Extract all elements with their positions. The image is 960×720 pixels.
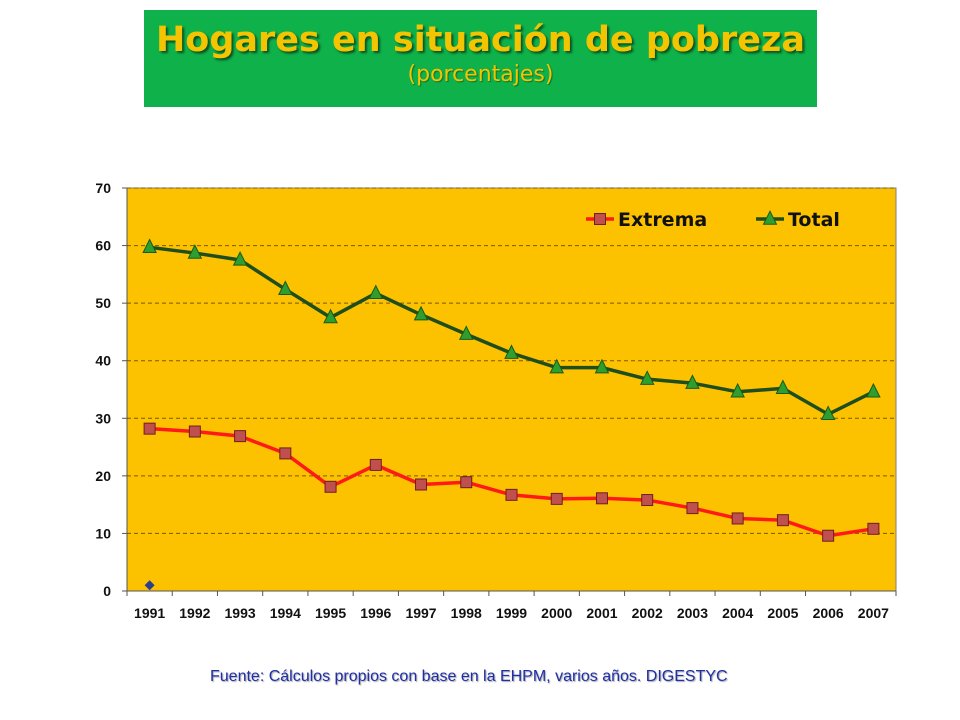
y-tick-label: 10 [95, 525, 111, 541]
y-tick-label: 50 [95, 295, 111, 311]
data-point-extrema [867, 522, 880, 535]
data-point-extrema [188, 425, 201, 438]
data-point-total [278, 280, 293, 296]
data-point-extrema [822, 529, 835, 542]
y-tick-label: 0 [103, 583, 111, 599]
legend-marker-total [762, 210, 778, 225]
y-tick-label: 30 [95, 410, 111, 426]
y-tick-label: 40 [95, 353, 111, 369]
x-tick-label: 2004 [722, 605, 753, 621]
data-point-extrema [369, 458, 382, 471]
x-tick-label: 1996 [360, 605, 391, 621]
data-point-total [458, 325, 474, 340]
chart-subtitle: (porcentajes) [407, 62, 554, 87]
y-tick-label: 60 [95, 238, 111, 254]
data-point-extrema [686, 502, 699, 515]
data-point-total [368, 284, 384, 300]
x-tick-label: 2002 [632, 605, 663, 621]
x-tick-label: 2003 [677, 605, 708, 621]
data-point-extrema [234, 430, 247, 443]
source-note: Fuente: Cálculos propios con base en la … [210, 668, 728, 685]
data-point-total [820, 405, 836, 420]
data-point-extrema [641, 494, 654, 507]
data-point-total [323, 308, 338, 324]
data-point-extrema [460, 476, 473, 489]
x-tick-label: 2001 [586, 605, 617, 621]
data-point-extrema [279, 447, 292, 460]
x-tick-label: 1994 [270, 605, 301, 621]
x-tick-label: 1993 [225, 605, 256, 621]
data-point-total [413, 305, 429, 321]
x-tick-label: 1991 [134, 605, 165, 621]
data-point-total [187, 244, 203, 259]
x-tick-label: 2005 [767, 605, 798, 621]
y-tick-label: 70 [95, 180, 111, 196]
data-point-total [866, 382, 881, 398]
stray-diamond-marker [144, 580, 155, 591]
data-point-total [594, 358, 610, 374]
legend-marker-extrema [594, 213, 606, 225]
data-point-total [504, 344, 519, 359]
data-point-extrema [550, 492, 563, 505]
x-tick-label: 1998 [451, 605, 482, 621]
x-tick-label: 2006 [813, 605, 844, 621]
x-tick-label: 1999 [496, 605, 527, 621]
data-point-total [142, 238, 157, 253]
x-tick-label: 1995 [315, 605, 346, 621]
x-tick-label: 1992 [179, 605, 210, 621]
data-point-extrema [595, 492, 608, 505]
data-point-extrema [731, 512, 744, 525]
data-point-extrema [776, 514, 789, 527]
data-point-total [730, 382, 745, 398]
x-tick-label: 2000 [541, 605, 572, 621]
title-banner: Hogares en situación de pobreza (porcent… [144, 10, 817, 107]
data-point-total [232, 251, 248, 266]
legend-label-extrema: Extrema [618, 209, 707, 231]
legend-label-total: Total [788, 209, 840, 231]
data-point-total [775, 379, 791, 395]
chart-title: Hogares en situación de pobreza [156, 20, 805, 60]
data-point-extrema [143, 422, 156, 435]
data-point-total [549, 358, 565, 374]
data-point-total [685, 374, 700, 389]
data-point-extrema [415, 478, 428, 491]
x-tick-label: 2007 [858, 605, 889, 621]
y-tick-label: 20 [95, 468, 111, 484]
x-tick-label: 1997 [405, 605, 436, 621]
data-point-extrema [505, 488, 518, 501]
data-point-total [639, 370, 655, 385]
data-point-extrema [324, 480, 337, 493]
